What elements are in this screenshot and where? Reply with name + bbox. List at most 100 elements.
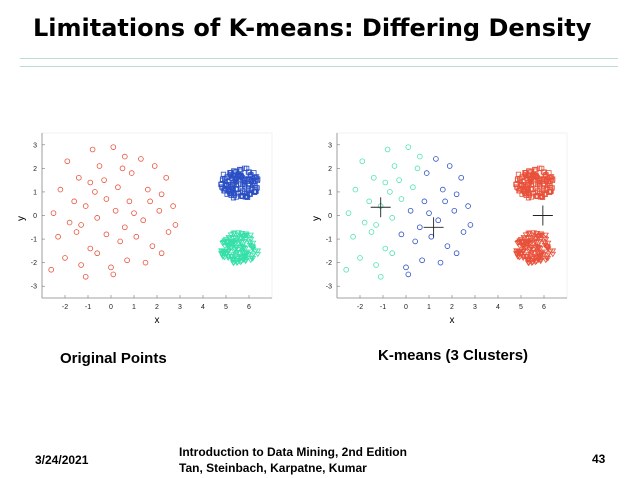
y-tick-label: -2 [31,260,37,267]
cluster3-point [549,248,557,254]
cluster3-point [518,251,526,257]
cluster3-point [538,194,544,200]
sparse-point [55,233,61,240]
cluster1-point [373,222,379,228]
cluster2-point [451,207,458,214]
cluster1-point [389,250,395,257]
cluster1-point [350,233,356,240]
cluster2-point [423,170,430,176]
original-points-plot: -2 -1 0 1 2 3 4 5 6 -3 -2 -1 0 1 2 3 x y [16,132,273,326]
dense-lower-point [221,254,228,261]
cluster3-point [527,176,533,182]
sparse-point [149,243,156,249]
dense-lower-point [246,239,253,246]
sparse-point [140,217,147,224]
cluster2-point [467,222,474,228]
cluster1-point [357,255,363,261]
sparse-point [66,219,73,226]
dense-lower-point [235,234,242,241]
cluster2-point [405,271,412,278]
sparse-point [117,238,123,245]
sparse-point [151,163,158,169]
dense-lower-point [235,250,243,257]
dense-lower-point [242,249,250,256]
dense-lower-point [230,231,237,237]
dense-lower-point [249,253,256,259]
cluster3-point [527,253,535,260]
cluster1-point [368,229,375,235]
sparse-point [119,165,126,172]
dense-lower-point [233,250,241,256]
cluster3-point [526,182,533,188]
sparse-point [122,153,128,160]
y-tick-label: -1 [326,237,332,244]
cluster3-point [527,245,535,251]
cluster3-point [542,257,550,264]
sparse-point [122,224,128,231]
cluster3-point [530,241,538,247]
cluster3-point [537,258,545,265]
slide-title: Limitations of K-means: Differing Densit… [33,14,592,42]
dense-upper-point [245,188,252,194]
cluster3-point [536,239,544,245]
dense-lower-point [254,251,262,258]
sparse-point [158,250,165,257]
cluster3-point [526,235,534,241]
cluster1-point [410,184,416,191]
cluster3-point [541,243,549,249]
cluster3-point [537,246,544,252]
dense-upper-point [231,182,238,188]
cluster3-point [541,239,548,246]
cluster2-point [435,217,442,224]
dense-lower-point [218,248,225,254]
x-tick-label: 4 [496,304,500,311]
cluster3-point [513,251,520,258]
cluster3-point [543,172,549,179]
x-tick-label: 0 [404,304,408,311]
title-rule-bottom [20,66,618,67]
dense-lower-point [247,232,254,239]
cluster2-point [403,264,409,271]
sparse-point [133,233,140,240]
sparse-point [94,250,100,257]
dense-upper-point [221,188,227,194]
sparse-point [170,203,176,209]
dense-upper-point [249,177,255,184]
dense-upper-point [227,170,233,176]
dense-upper-point [218,181,225,187]
centroid-marker [423,217,444,238]
sparse-point [50,210,57,216]
cluster3-point [524,236,532,242]
sparse-point [82,203,89,209]
sparse-point [76,174,82,181]
cluster1-point [384,146,391,153]
cluster1-point [382,179,389,186]
sparse-point [128,170,135,176]
dense-lower-point [230,256,238,263]
x-tick-label: 1 [427,304,431,311]
x-tick-label: 1 [132,304,136,311]
sparse-point [57,186,64,193]
cluster3-point [534,245,542,251]
y-tick-label: 0 [33,213,37,220]
cluster3-point [531,259,539,266]
dense-lower-point [227,254,235,260]
x-tick-label: 2 [450,304,454,311]
cluster3-point [516,188,522,194]
cluster3-point [549,251,557,258]
y-axis-label: y [16,216,27,221]
sparse-point [163,174,170,181]
plot-frame [41,132,273,299]
cluster3-point [541,183,547,189]
sparse-point [165,229,172,235]
sparse-point [48,266,54,273]
cluster3-point [514,254,522,260]
cluster1-point [396,177,402,183]
cluster3-point [521,188,528,194]
dense-lower-point [237,236,245,242]
cluster1-point [391,163,398,169]
x-tick-label: -1 [380,304,386,311]
sparse-point [110,144,117,150]
dense-lower-point [242,257,249,264]
cluster3-point [517,175,523,182]
